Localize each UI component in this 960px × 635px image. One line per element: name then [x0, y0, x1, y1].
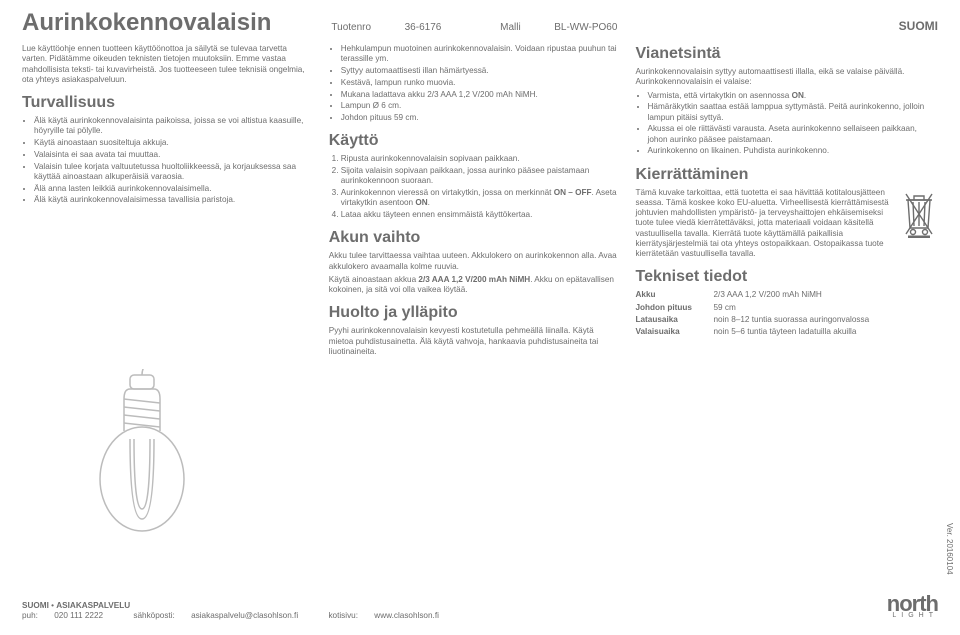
version-label: Ver. 20160104	[944, 523, 954, 575]
footer: SUOMI • ASIAKASPALVELU puh: 020 111 2222…	[22, 595, 938, 621]
product-info: Tuotenro 36-6176 Malli BL-WW-PO60	[331, 22, 673, 35]
recycle-heading: Kierrättäminen	[636, 165, 939, 185]
battery-p1: Akku tulee tarvittaessa vaihtaa uuteen. …	[329, 251, 618, 272]
column-1: Lue käyttöohje ennen tuotteen käyttöönot…	[22, 44, 311, 360]
use-heading: Käyttö	[329, 131, 618, 151]
troubleshoot-intro: Aurinkokennovalaisin syttyy automaattise…	[636, 67, 939, 88]
brand-logo: north LIGHT	[887, 595, 938, 621]
use-step-3: Aurinkokennon vieressä on virtakytkin, j…	[341, 188, 618, 209]
language-label: SUOMI	[899, 19, 938, 34]
column-3: Vianetsintä Aurinkokennovalaisin syttyy …	[636, 44, 939, 360]
battery-p2: Käytä ainoastaan akkua 2/3 AAA 1,2 V/200…	[329, 275, 618, 296]
maintenance-heading: Huolto ja ylläpito	[329, 303, 618, 323]
intro-text: Lue käyttöohje ennen tuotteen käyttöönot…	[22, 44, 311, 85]
contact-info: SUOMI • ASIAKASPALVELU puh: 020 111 2222…	[22, 601, 887, 622]
features-list: Hehkulampun muotoinen aurinkokennovalais…	[329, 44, 618, 123]
header: Aurinkokennovalaisin Tuotenro 36-6176 Ma…	[22, 8, 938, 38]
specs-heading: Tekniset tiedot	[636, 267, 939, 287]
column-2: Hehkulampun muotoinen aurinkokennovalais…	[329, 44, 618, 360]
battery-heading: Akun vaihto	[329, 228, 618, 248]
specs-table: Akku2/3 AAA 1,2 V/200 mAh NiMH Johdon pi…	[636, 290, 939, 337]
trouble-item-0: Varmista, että virtakytkin on asennossa …	[648, 91, 939, 101]
safety-heading: Turvallisuus	[22, 93, 311, 113]
lightbulb-illustration	[82, 369, 202, 549]
troubleshoot-heading: Vianetsintä	[636, 44, 939, 64]
use-steps: Ripusta aurinkokennovalaisin sopivaan pa…	[329, 154, 618, 220]
safety-list: Älä käytä aurinkokennovalaisinta paikois…	[22, 116, 311, 206]
weee-icon	[900, 190, 938, 238]
product-title: Aurinkokennovalaisin	[22, 8, 271, 38]
maintenance-text: Pyyhi aurinkokennovalaisin kevyesti kost…	[329, 326, 618, 357]
troubleshoot-list: Varmista, että virtakytkin on asennossa …	[636, 91, 939, 157]
recycle-text: Tämä kuvake tarkoittaa, että tuotetta ei…	[636, 188, 939, 260]
